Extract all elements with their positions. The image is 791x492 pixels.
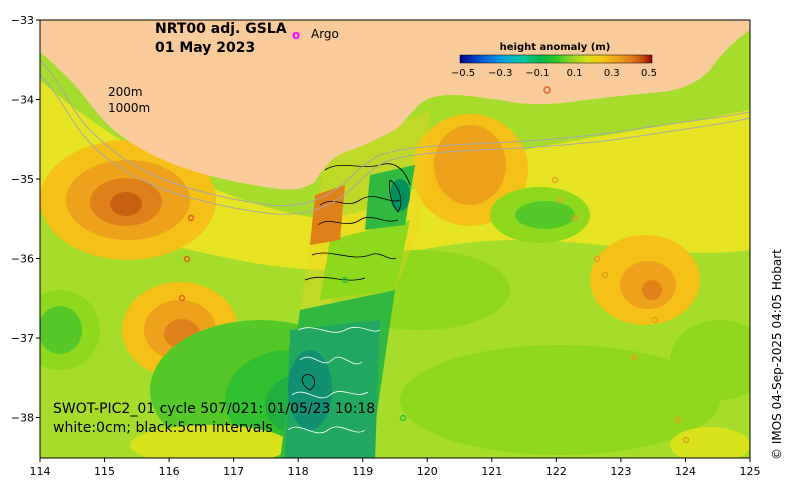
colorbar-ticks: −0.5 −0.3 −0.1 0.1 0.3 0.5 [451,68,657,79]
y-tick-label: −34 [11,94,34,107]
x-tick-label: 114 [30,465,51,478]
x-tick-label: 119 [352,465,373,478]
y-tick-label: −35 [11,173,34,186]
y-tick-label: −33 [11,14,34,27]
argo-float [341,276,349,284]
colorbar-tick-label: 0.5 [641,68,657,79]
plot-frame [39,19,751,459]
x-tick-label: 120 [417,465,438,478]
colorbar-title: height anomaly (m) [500,42,611,53]
colorbar: height anomaly (m) −0.5 −0.3 −0.1 0.1 0.3 0.5 [451,42,657,79]
argo-float [543,86,551,94]
argo-legend-label: Argo [311,27,339,41]
x-tick-label: 124 [675,465,696,478]
argo-float [399,414,407,422]
y-tick-label: −37 [11,332,34,345]
y-axis: −33 −34 −35 −36 −37 −38 [11,14,40,425]
x-tick-label: 116 [159,465,180,478]
depth-label-200m: 200m [108,85,143,99]
y-tick-label: −38 [11,412,34,425]
argo-float [593,255,601,263]
colorbar-tick-label: 0.3 [604,68,620,79]
bathymetry-lines [40,59,750,215]
argo-float [571,214,579,222]
x-tick-label: 123 [610,465,631,478]
argo-float [187,214,195,222]
x-tick-label: 121 [481,465,502,478]
argo-float [651,316,659,324]
swot-annotation: SWOT-PIC2_01 cycle 507/021: 01/05/23 10:… [53,401,375,417]
swot-swath [280,110,430,458]
map-date: 01 May 2023 [155,40,255,56]
argo-float [551,176,559,184]
colorbar-tick-label: −0.5 [451,68,475,79]
colorbar-tick-label: 0.1 [567,68,583,79]
x-axis: 114 115 116 117 118 119 120 121 122 123 124 125 [30,458,761,478]
x-tick-label: 125 [740,465,761,478]
argo-float [630,353,638,361]
x-tick-label: 122 [546,465,567,478]
argo-legend-symbol: o [292,28,300,42]
argo-float [682,436,690,444]
argo-markers [178,86,690,444]
anomaly-fields [40,80,750,458]
x-tick-label: 118 [288,465,309,478]
x-tick-label: 115 [94,465,115,478]
contour-legend: white:0cm; black:5cm intervals [53,420,273,436]
colorbar-gradient [459,54,653,64]
map-title: NRT00 adj. GSLA [155,21,287,37]
argo-float [183,255,191,263]
colorbar-tick-label: −0.3 [488,68,512,79]
y-tick-label: −36 [11,253,34,266]
argo-float [556,196,564,204]
argo-float [601,271,609,279]
credit-text: © IMOS 04-Sep-2025 04:05 Hobart [770,249,784,460]
argo-float [674,416,682,424]
x-tick-label: 117 [223,465,244,478]
colorbar-tick-label: −0.1 [525,68,549,79]
argo-float [178,294,186,302]
depth-label-1000m: 1000m [108,101,150,115]
